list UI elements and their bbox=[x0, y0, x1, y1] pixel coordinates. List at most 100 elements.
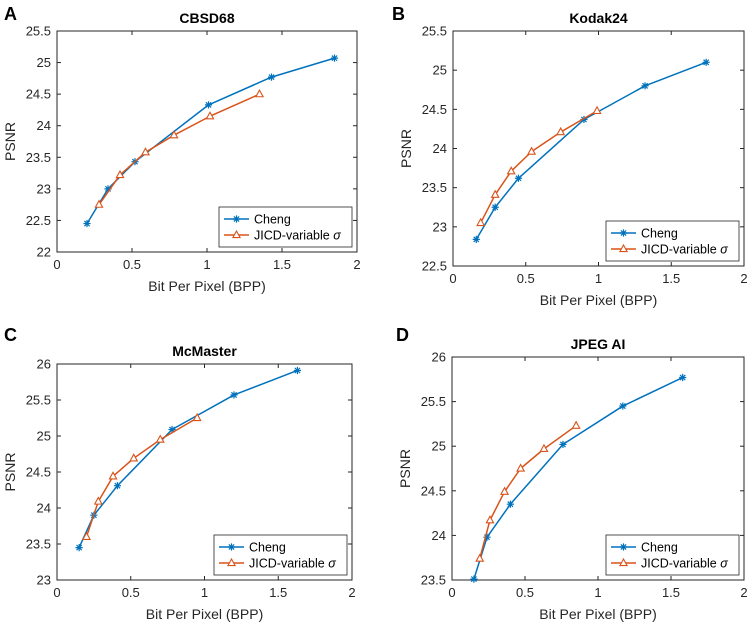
panel-letter: B bbox=[392, 4, 405, 24]
x-tick-label: 2 bbox=[353, 257, 360, 272]
series-jicd bbox=[94, 88, 265, 208]
legend-swatch-marker bbox=[227, 543, 236, 551]
chart-title: Kodak24 bbox=[569, 10, 628, 26]
y-tick-label: 25 bbox=[432, 439, 446, 454]
data-point bbox=[204, 101, 213, 109]
x-tick-label: 1.5 bbox=[269, 585, 287, 600]
x-tick-label: 0 bbox=[449, 271, 456, 286]
chart-title: CBSD68 bbox=[179, 10, 234, 26]
data-point bbox=[571, 420, 581, 429]
chart-panel-b: B Kodak24 0 0.5 1 1.5 2 22.5 23 23.5 24 24.5 25 25.5 B… bbox=[392, 4, 748, 308]
data-point bbox=[108, 471, 118, 480]
y-tick-label: 23 bbox=[433, 219, 447, 234]
legend-label: Cheng bbox=[254, 213, 291, 227]
chart-title: JPEG AI bbox=[571, 336, 626, 352]
x-tick-label: 1.5 bbox=[662, 585, 680, 600]
data-point bbox=[230, 391, 238, 399]
series-line bbox=[98, 93, 260, 206]
data-point bbox=[702, 58, 710, 66]
series-cheng bbox=[75, 366, 302, 552]
data-point bbox=[475, 553, 485, 562]
series-jicd bbox=[475, 420, 581, 562]
data-point bbox=[470, 575, 478, 583]
x-tick-label: 1 bbox=[594, 585, 601, 600]
series-line bbox=[86, 57, 335, 224]
data-point bbox=[205, 111, 215, 120]
data-point bbox=[580, 115, 588, 124]
legend-swatch-marker bbox=[231, 229, 242, 239]
data-point bbox=[155, 434, 165, 443]
y-tick-label: 25.5 bbox=[421, 394, 446, 409]
y-tick-label: 25 bbox=[37, 55, 51, 70]
chart-panel-c: C McMaster 0 0.5 1 1.5 2 23 23.5 24 24.5 25 25.5 26 Bi… bbox=[2, 325, 356, 622]
series-jicd bbox=[81, 412, 202, 540]
x-tick-label: 1.5 bbox=[662, 271, 680, 286]
data-point bbox=[267, 73, 276, 81]
legend-swatch-marker bbox=[618, 557, 629, 567]
x-axis-label: Bit Per Pixel (BPP) bbox=[539, 606, 656, 622]
x-tick-label: 0.5 bbox=[123, 257, 141, 272]
x-tick-label: 1.5 bbox=[273, 257, 291, 272]
x-tick-label: 2 bbox=[740, 271, 747, 286]
data-point bbox=[94, 199, 104, 208]
data-point bbox=[559, 440, 567, 449]
data-point bbox=[500, 486, 510, 495]
y-tick-label: 24.5 bbox=[422, 102, 447, 117]
x-tick-label: 0.5 bbox=[122, 585, 140, 600]
panel-letter: C bbox=[4, 325, 17, 345]
y-tick-label: 24.5 bbox=[26, 465, 51, 480]
y-tick-label: 23.5 bbox=[421, 573, 446, 588]
legend-entry: Cheng bbox=[249, 541, 286, 555]
y-tick-label: 26 bbox=[37, 357, 51, 372]
legend-symbol: σ bbox=[325, 557, 336, 571]
y-tick-label: 22 bbox=[37, 245, 51, 260]
legend-entry: JICD-variable σ bbox=[249, 557, 336, 571]
x-tick-label: 1 bbox=[595, 271, 602, 286]
y-tick-label: 25.5 bbox=[422, 24, 447, 39]
y-tick-label: 23.5 bbox=[422, 180, 447, 195]
data-point bbox=[254, 88, 265, 98]
x-tick-label: 0.5 bbox=[516, 585, 534, 600]
y-tick-label: 24 bbox=[432, 528, 446, 543]
data-point bbox=[104, 185, 112, 193]
data-point bbox=[168, 425, 176, 434]
y-tick-label: 26 bbox=[432, 350, 446, 365]
series-line bbox=[475, 61, 707, 240]
legend: Cheng JICD-variable σ bbox=[218, 206, 353, 248]
chart-panel-d: D JPEG AI 0 0.5 1 1.5 2 23.5 24 24.5 25 25.5 26 Bit P… bbox=[396, 325, 748, 622]
data-point bbox=[483, 533, 491, 541]
data-point bbox=[75, 544, 83, 552]
legend-swatch-marker bbox=[619, 543, 628, 551]
legend-entry: Cheng bbox=[641, 227, 678, 241]
y-tick-label: 23.5 bbox=[26, 537, 51, 552]
x-tick-label: 0.5 bbox=[517, 271, 535, 286]
x-axis-label: Bit Per Pixel (BPP) bbox=[540, 292, 657, 308]
x-tick-label: 0 bbox=[53, 257, 60, 272]
legend-swatch-marker bbox=[618, 243, 629, 253]
x-axis-label: Bit Per Pixel (BPP) bbox=[148, 278, 265, 294]
y-tick-label: 25 bbox=[37, 429, 51, 444]
data-point bbox=[491, 203, 499, 211]
y-tick-label: 24.5 bbox=[421, 483, 446, 498]
data-point bbox=[556, 126, 566, 136]
data-point bbox=[81, 531, 92, 540]
y-tick-label: 25 bbox=[433, 63, 447, 78]
data-point bbox=[169, 130, 179, 139]
x-tick-label: 0 bbox=[448, 585, 455, 600]
series-line bbox=[473, 376, 684, 580]
panel-letter: D bbox=[396, 325, 409, 345]
x-tick-label: 2 bbox=[740, 585, 747, 600]
legend-entry: JICD-variable σ bbox=[254, 229, 341, 243]
legend-label: JICD-variable bbox=[641, 557, 717, 571]
data-point bbox=[490, 189, 500, 198]
y-tick-label: 22.5 bbox=[422, 259, 447, 274]
y-axis-label: PSNR bbox=[2, 122, 18, 161]
legend-label: JICD-variable bbox=[249, 557, 325, 571]
legend-entry: Cheng bbox=[254, 213, 291, 227]
data-point bbox=[472, 235, 480, 243]
legend-box bbox=[218, 206, 353, 248]
y-axis-label: PSNR bbox=[398, 129, 414, 168]
data-point bbox=[514, 174, 523, 182]
chart-title: McMaster bbox=[172, 343, 237, 359]
